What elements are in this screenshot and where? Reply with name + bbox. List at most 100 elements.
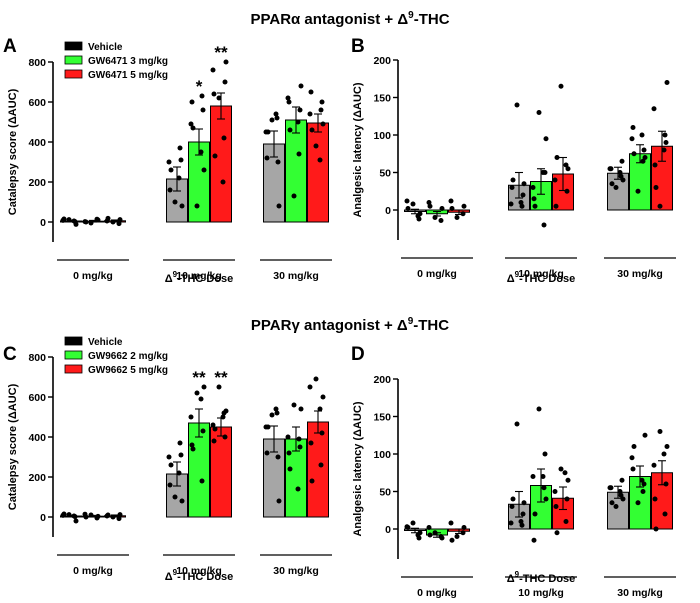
data-point <box>530 474 536 479</box>
data-point <box>651 106 657 112</box>
data-point <box>88 220 94 226</box>
data-point <box>640 158 646 164</box>
legend-swatch <box>64 336 83 346</box>
data-point <box>201 167 207 173</box>
data-point <box>309 127 315 133</box>
y-tick-label: 200 <box>373 55 391 67</box>
data-point <box>404 198 410 204</box>
data-point <box>613 185 619 190</box>
data-point <box>94 515 100 521</box>
y-tick-label: 800 <box>28 57 46 69</box>
y-axis-label: Analgesic latency (ΔAUC) <box>352 401 364 536</box>
data-point <box>432 530 438 536</box>
data-point <box>116 221 122 227</box>
data-point <box>198 149 204 155</box>
group-label: 30 mg/kg <box>617 587 663 599</box>
data-point <box>320 394 326 400</box>
data-point <box>410 201 416 207</box>
data-point <box>274 410 280 416</box>
data-point <box>620 177 626 183</box>
y-tick-label: 100 <box>373 449 391 461</box>
data-point <box>508 520 514 526</box>
data-point <box>427 203 433 209</box>
data-point <box>630 125 636 130</box>
group-label: 30 mg/kg <box>617 268 663 280</box>
group-label: 0 mg/kg <box>417 587 457 599</box>
data-point <box>188 121 194 127</box>
data-point <box>662 511 668 517</box>
data-point <box>460 211 466 217</box>
y-tick-label: 0 <box>385 524 391 536</box>
data-point <box>105 512 111 518</box>
data-point <box>565 477 571 483</box>
data-point <box>509 185 515 190</box>
data-point <box>531 196 537 202</box>
data-point <box>521 500 527 506</box>
data-point <box>216 384 222 390</box>
legend-swatch <box>64 41 83 51</box>
y-tick-label: 100 <box>373 130 391 142</box>
panel-letter: B <box>351 36 365 57</box>
data-point <box>635 188 641 194</box>
data-point <box>639 132 645 138</box>
data-point <box>176 175 182 181</box>
data-point <box>220 179 226 185</box>
data-point <box>619 158 625 164</box>
data-point <box>317 406 323 412</box>
data-point <box>265 424 271 430</box>
data-point <box>210 67 216 73</box>
data-point <box>83 514 89 520</box>
bar-gw9662-5-mg-kg <box>307 421 329 518</box>
x-axis-label: Δ9-THC Dose <box>165 270 234 285</box>
panel-letter: C <box>3 344 17 365</box>
data-point <box>286 99 292 105</box>
data-point <box>540 474 546 479</box>
data-point <box>199 93 205 99</box>
data-point <box>199 478 205 484</box>
data-point <box>273 111 279 117</box>
data-point <box>432 215 438 220</box>
data-point <box>211 438 217 444</box>
data-point <box>220 414 226 420</box>
figure-title-bottom: PPARγ antagonist + Δ9-THC <box>251 316 449 334</box>
data-point <box>177 145 183 151</box>
panel-letter: D <box>351 344 365 365</box>
data-point <box>629 455 635 461</box>
data-point <box>189 442 195 448</box>
data-point <box>641 481 647 487</box>
legend-swatch <box>64 350 83 360</box>
data-point <box>318 107 324 113</box>
data-point <box>652 496 658 502</box>
data-point <box>554 530 560 536</box>
data-point <box>552 177 558 183</box>
data-point <box>110 514 116 520</box>
legend-swatch <box>64 364 83 374</box>
data-point <box>201 384 207 390</box>
data-point <box>264 155 270 161</box>
legend-label: GW9662 5 mg/kg <box>88 365 168 376</box>
data-point <box>619 477 625 483</box>
data-point <box>564 188 570 194</box>
data-point <box>317 157 323 163</box>
significance-marker: ** <box>214 43 228 62</box>
significance-marker: ** <box>192 368 206 387</box>
data-point <box>530 185 536 190</box>
data-point <box>520 511 526 517</box>
data-point <box>222 434 228 440</box>
data-point <box>287 127 293 133</box>
group-label: 10 mg/kg <box>176 565 222 577</box>
data-point <box>514 421 520 427</box>
data-point <box>454 534 460 539</box>
data-point <box>543 496 549 502</box>
data-point <box>449 206 455 211</box>
data-point <box>194 203 200 209</box>
data-point <box>630 466 636 472</box>
data-point <box>177 440 183 446</box>
data-point <box>518 519 524 524</box>
data-point <box>536 406 542 412</box>
data-point <box>190 446 196 452</box>
data-point <box>629 136 635 142</box>
data-point <box>449 537 455 543</box>
data-point <box>291 402 297 408</box>
